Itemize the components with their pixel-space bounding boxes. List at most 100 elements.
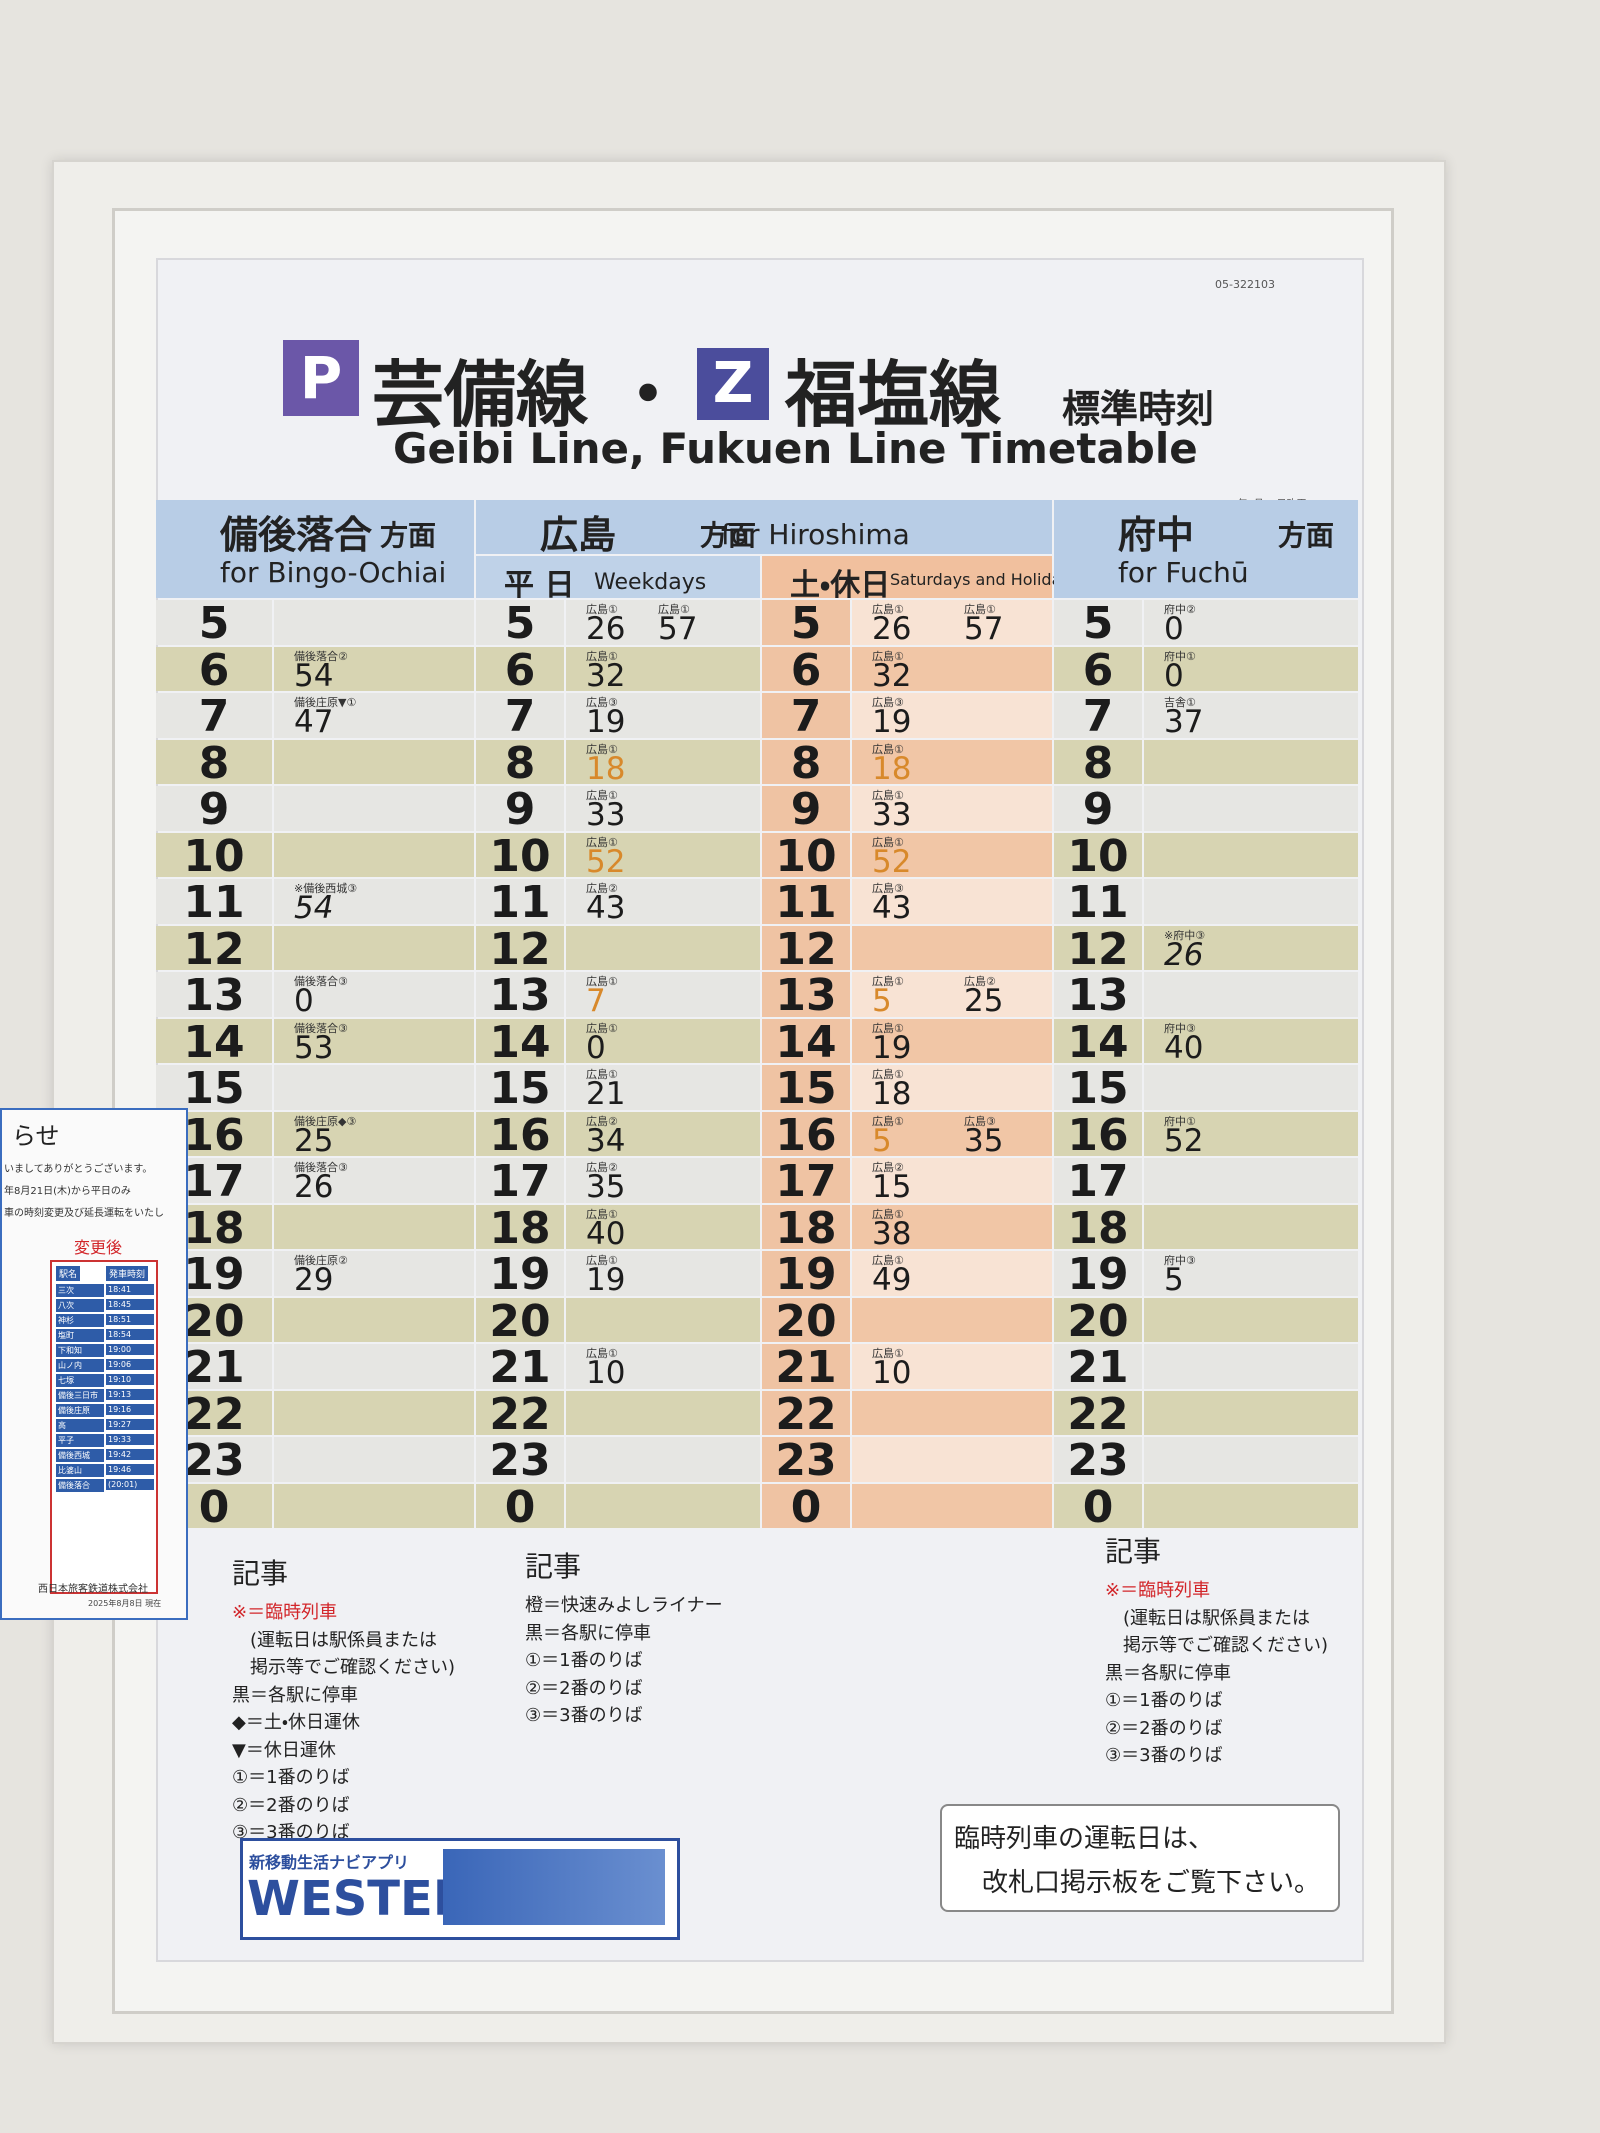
note-line: ※＝臨時列車 [1105, 1580, 1211, 1601]
train-minute: 26 [586, 611, 626, 647]
minute-cell [274, 1204, 474, 1249]
hour: 17 [775, 1156, 837, 1207]
minute-cell [1144, 972, 1358, 1017]
train-track: ※備後西城③ [294, 882, 358, 895]
hour-cell [1054, 786, 1142, 831]
hour-cell [762, 1158, 850, 1203]
hour: 8 [790, 737, 822, 789]
hour-cell [1054, 600, 1142, 645]
hour: 21 [1067, 1342, 1129, 1393]
table-cell: 19:42 [106, 1449, 154, 1460]
train-track: 備後落合③ [294, 1021, 348, 1035]
hour: 9 [1082, 784, 1114, 835]
hour: 12 [1067, 923, 1129, 975]
hour-cell [1054, 1111, 1142, 1156]
minute-cell [852, 1251, 1052, 1296]
hour-cell [762, 1111, 850, 1156]
hour: 14 [489, 1016, 551, 1068]
table-cell: 18:51 [106, 1314, 154, 1325]
table-cell: 19:06 [106, 1359, 154, 1370]
minute-cell [566, 646, 760, 691]
table-cell: 19:16 [106, 1404, 154, 1415]
line-name: 芸備線 [372, 353, 589, 437]
direction-en: for Hiroshima [721, 518, 910, 551]
hour: 11 [183, 877, 245, 928]
hour: 21 [489, 1342, 551, 1393]
hour: 9 [790, 784, 822, 835]
minute-cell [1144, 1297, 1358, 1342]
train-track: 広島① [872, 1021, 904, 1035]
note-line: 黒＝各駅に停車 [525, 1622, 651, 1644]
hour: 22 [1067, 1388, 1129, 1440]
hour-cell [156, 879, 272, 924]
minute-cell [274, 1297, 474, 1342]
direction-suffix: 方面 [700, 519, 757, 552]
hour-cell [1054, 1297, 1142, 1342]
day-band [476, 556, 760, 598]
minute-cell [274, 1158, 474, 1203]
hour: 13 [775, 970, 837, 1021]
train-track: 広島① [872, 649, 904, 663]
train-track: 備後落合③ [294, 975, 348, 988]
hour: 15 [775, 1063, 837, 1114]
table-cell: 備後三日市 [56, 1389, 104, 1402]
hour-cell [476, 972, 564, 1017]
hour: 20 [183, 1295, 245, 1347]
hour-cell [762, 1065, 850, 1110]
hour: 0 [198, 1481, 230, 1533]
train-track: 広島① [586, 742, 618, 756]
minute-cell [566, 1297, 760, 1342]
minute-cell [274, 1390, 474, 1435]
train-track: 備後庄原◆③ [294, 1114, 357, 1128]
direction-en: for Bingo-Ochiai [220, 556, 447, 589]
hour: 17 [1067, 1156, 1129, 1207]
train-track: 広島③ [872, 696, 904, 709]
minute-cell [1144, 832, 1358, 877]
train-minute: 19 [586, 704, 626, 740]
hour-cell [762, 693, 850, 738]
notice-line: 臨時列車の運転日は、 [954, 1824, 1215, 1854]
minute-cell [1144, 1018, 1358, 1063]
hour-cell [762, 972, 850, 1017]
notice-company: 西日本旅客鉄道株式会社 [38, 1584, 148, 1595]
hour-cell [476, 739, 564, 784]
train-track: 広島① [586, 1254, 618, 1267]
hour-cell [476, 1483, 564, 1528]
train-minute: 0 [1164, 657, 1184, 694]
minute-cell [1144, 1065, 1358, 1110]
minute-cell [566, 1251, 760, 1296]
hour: 5 [198, 598, 230, 649]
note-line: 黒＝各駅に停車 [232, 1684, 358, 1706]
hour-cell [1054, 1344, 1142, 1389]
train-track: 備後庄原▼① [294, 696, 357, 709]
train-minute: 10 [872, 1355, 912, 1391]
minute-cell [566, 1390, 760, 1435]
hour: 18 [183, 1202, 245, 1254]
hour-cell [156, 600, 272, 645]
hour-cell [156, 832, 272, 877]
train-minute: 15 [872, 1169, 912, 1205]
notes-title: 記事 [1105, 1535, 1162, 1568]
table-cell: 19:13 [106, 1389, 154, 1400]
hour: 19 [775, 1249, 837, 1300]
hour-cell [762, 786, 850, 831]
train-minute: 29 [294, 1262, 334, 1298]
hour-cell [476, 1344, 564, 1389]
hour: 5 [1082, 598, 1114, 649]
table-cell: 19:27 [106, 1419, 154, 1430]
hour-cell [1054, 832, 1142, 877]
table-cell: 備後庄原 [56, 1404, 104, 1417]
table-cell: 19:46 [106, 1464, 154, 1475]
hour-cell [1054, 646, 1142, 691]
train-track: 備後庄原② [294, 1254, 348, 1267]
minute-cell [852, 1437, 1052, 1482]
table-cell: 18:45 [106, 1299, 154, 1310]
hour-cell [476, 1065, 564, 1110]
train-track: 広島① [872, 1114, 904, 1128]
train-track: 広島① [586, 603, 618, 616]
hour: 8 [198, 737, 230, 789]
table-cell: 七塚 [56, 1374, 104, 1387]
train-minute: 54 [294, 890, 334, 926]
train-minute: 57 [658, 611, 698, 647]
hour: 16 [183, 1109, 245, 1161]
